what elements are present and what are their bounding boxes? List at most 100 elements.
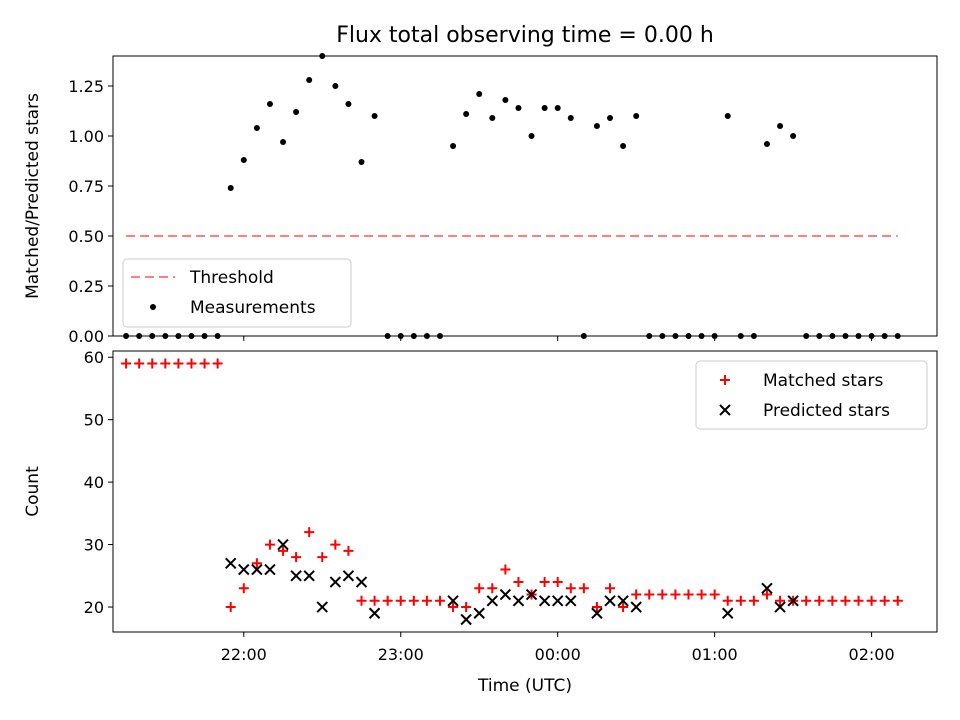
- legend-matched-label: Matched stars: [763, 371, 883, 391]
- matched-star-point: [552, 577, 563, 588]
- predicted-star-point: [761, 582, 773, 594]
- measurement-point: [607, 115, 614, 121]
- measurement-point: [266, 101, 273, 107]
- y-tick-label: 0.25: [68, 277, 104, 296]
- y-axis-label: Matched/Predicted stars: [23, 93, 43, 299]
- legend-threshold-label: Threshold: [189, 268, 274, 288]
- measurement-point: [528, 133, 535, 139]
- measurement-point: [280, 139, 287, 145]
- matched-star-point: [173, 358, 184, 369]
- measurement-point: [162, 333, 169, 339]
- y-tick-label: 20: [84, 598, 104, 617]
- matched-star-point: [801, 595, 812, 606]
- legend-box: [122, 258, 352, 328]
- measurement-point: [698, 333, 705, 339]
- measurement-point: [881, 333, 888, 339]
- measurement-point: [763, 141, 770, 147]
- legend-measurements-label: Measurements: [190, 298, 316, 318]
- matched-star-point: [670, 589, 681, 600]
- predicted-star-point: [525, 588, 538, 601]
- x-tick-label: 01:00: [692, 645, 738, 664]
- matched-star-point: [330, 539, 341, 550]
- predicted-star-point: [617, 595, 629, 607]
- measurement-point: [633, 113, 640, 119]
- measurement-point: [306, 77, 313, 83]
- legend-bottom: Matched stars Predicted stars: [695, 360, 928, 430]
- matched-star-point: [251, 558, 262, 569]
- legend-top: Threshold Measurements: [122, 258, 352, 328]
- y-axis-label: Count: [23, 466, 43, 517]
- legend-predicted-label: Predicted stars: [763, 401, 890, 421]
- matched-star-point: [892, 595, 903, 606]
- predicted-star-point: [551, 595, 564, 607]
- top-panel: 0.00 0.25 0.50 0.75 1.00 1.25 Matched/Predicte…: [23, 53, 938, 346]
- predicted-star-point: [604, 595, 616, 607]
- matched-star-point: [683, 589, 694, 600]
- measurement-point: [894, 333, 901, 339]
- measurement-point: [175, 333, 182, 339]
- measurement-point: [423, 333, 430, 339]
- matched-star-point: [487, 583, 498, 594]
- measurement-point: [724, 113, 731, 119]
- measurement-point: [790, 133, 797, 139]
- predicted-star-point: [722, 607, 734, 619]
- axes-frame: [112, 55, 938, 337]
- matched-star-point: [434, 595, 445, 606]
- matched-star-point: [605, 583, 616, 594]
- measurement-point: [384, 333, 391, 339]
- matched-star-point: [879, 595, 890, 606]
- measurement-point: [136, 333, 143, 339]
- matched-star-point: [474, 583, 485, 594]
- measurement-point: [685, 333, 692, 339]
- matched-star-point: [291, 552, 302, 563]
- predicted-star-point: [251, 563, 263, 576]
- y-tick-label: 60: [84, 348, 104, 367]
- measurement-point: [515, 105, 522, 111]
- predicted-star-point: [787, 595, 799, 607]
- matched-star-point: [382, 595, 393, 606]
- measurement-point: [829, 333, 836, 339]
- y-tick-label: 0.00: [68, 327, 104, 346]
- predicted-star-point: [447, 595, 459, 607]
- measurement-point: [463, 111, 470, 117]
- legend-matched-swatch: [720, 375, 730, 385]
- predicted-star-point: [368, 607, 381, 619]
- matched-star-point: [147, 358, 158, 369]
- predicted-star-point: [486, 595, 499, 607]
- measurement-point: [410, 333, 417, 339]
- predicted-star-point: [303, 570, 315, 582]
- measurement-point: [188, 333, 195, 339]
- matched-star-point: [748, 595, 759, 606]
- axes-frame: [112, 350, 938, 633]
- y-tick-label: 0.50: [68, 227, 104, 246]
- matched-star-point: [356, 595, 367, 606]
- measurement-point: [397, 333, 404, 339]
- y-tick-label: 1.00: [68, 127, 104, 146]
- matched-star-point: [840, 595, 851, 606]
- measurement-point: [332, 83, 339, 89]
- matched-star-point: [761, 589, 772, 600]
- y-tick-label: 1.25: [68, 77, 104, 96]
- predicted-star-point: [329, 576, 342, 588]
- legend-box: [695, 360, 928, 430]
- measurement-point: [580, 333, 587, 339]
- predicted-star-point: [460, 613, 472, 626]
- matched-star-point: [866, 595, 877, 606]
- matched-star-point: [461, 602, 472, 613]
- bottom-panel: 20 30 40 50 60 22:00 23:00 00:00 01:00 02:00 Count…: [23, 348, 938, 664]
- matched-star-point: [421, 595, 432, 606]
- matched-star-point: [134, 358, 145, 369]
- measurement-point: [711, 333, 718, 339]
- measurement-point: [149, 333, 156, 339]
- y-tick-label: 30: [84, 536, 104, 555]
- measurement-point: [253, 125, 260, 131]
- measurement-point: [672, 333, 679, 339]
- x-axis-label: Time (UTC): [477, 676, 572, 696]
- matched-star-point: [618, 602, 629, 613]
- measurement-point: [345, 101, 352, 107]
- measurement-point: [502, 97, 509, 103]
- measurement-point: [214, 333, 221, 339]
- matched-star-point: [853, 595, 864, 606]
